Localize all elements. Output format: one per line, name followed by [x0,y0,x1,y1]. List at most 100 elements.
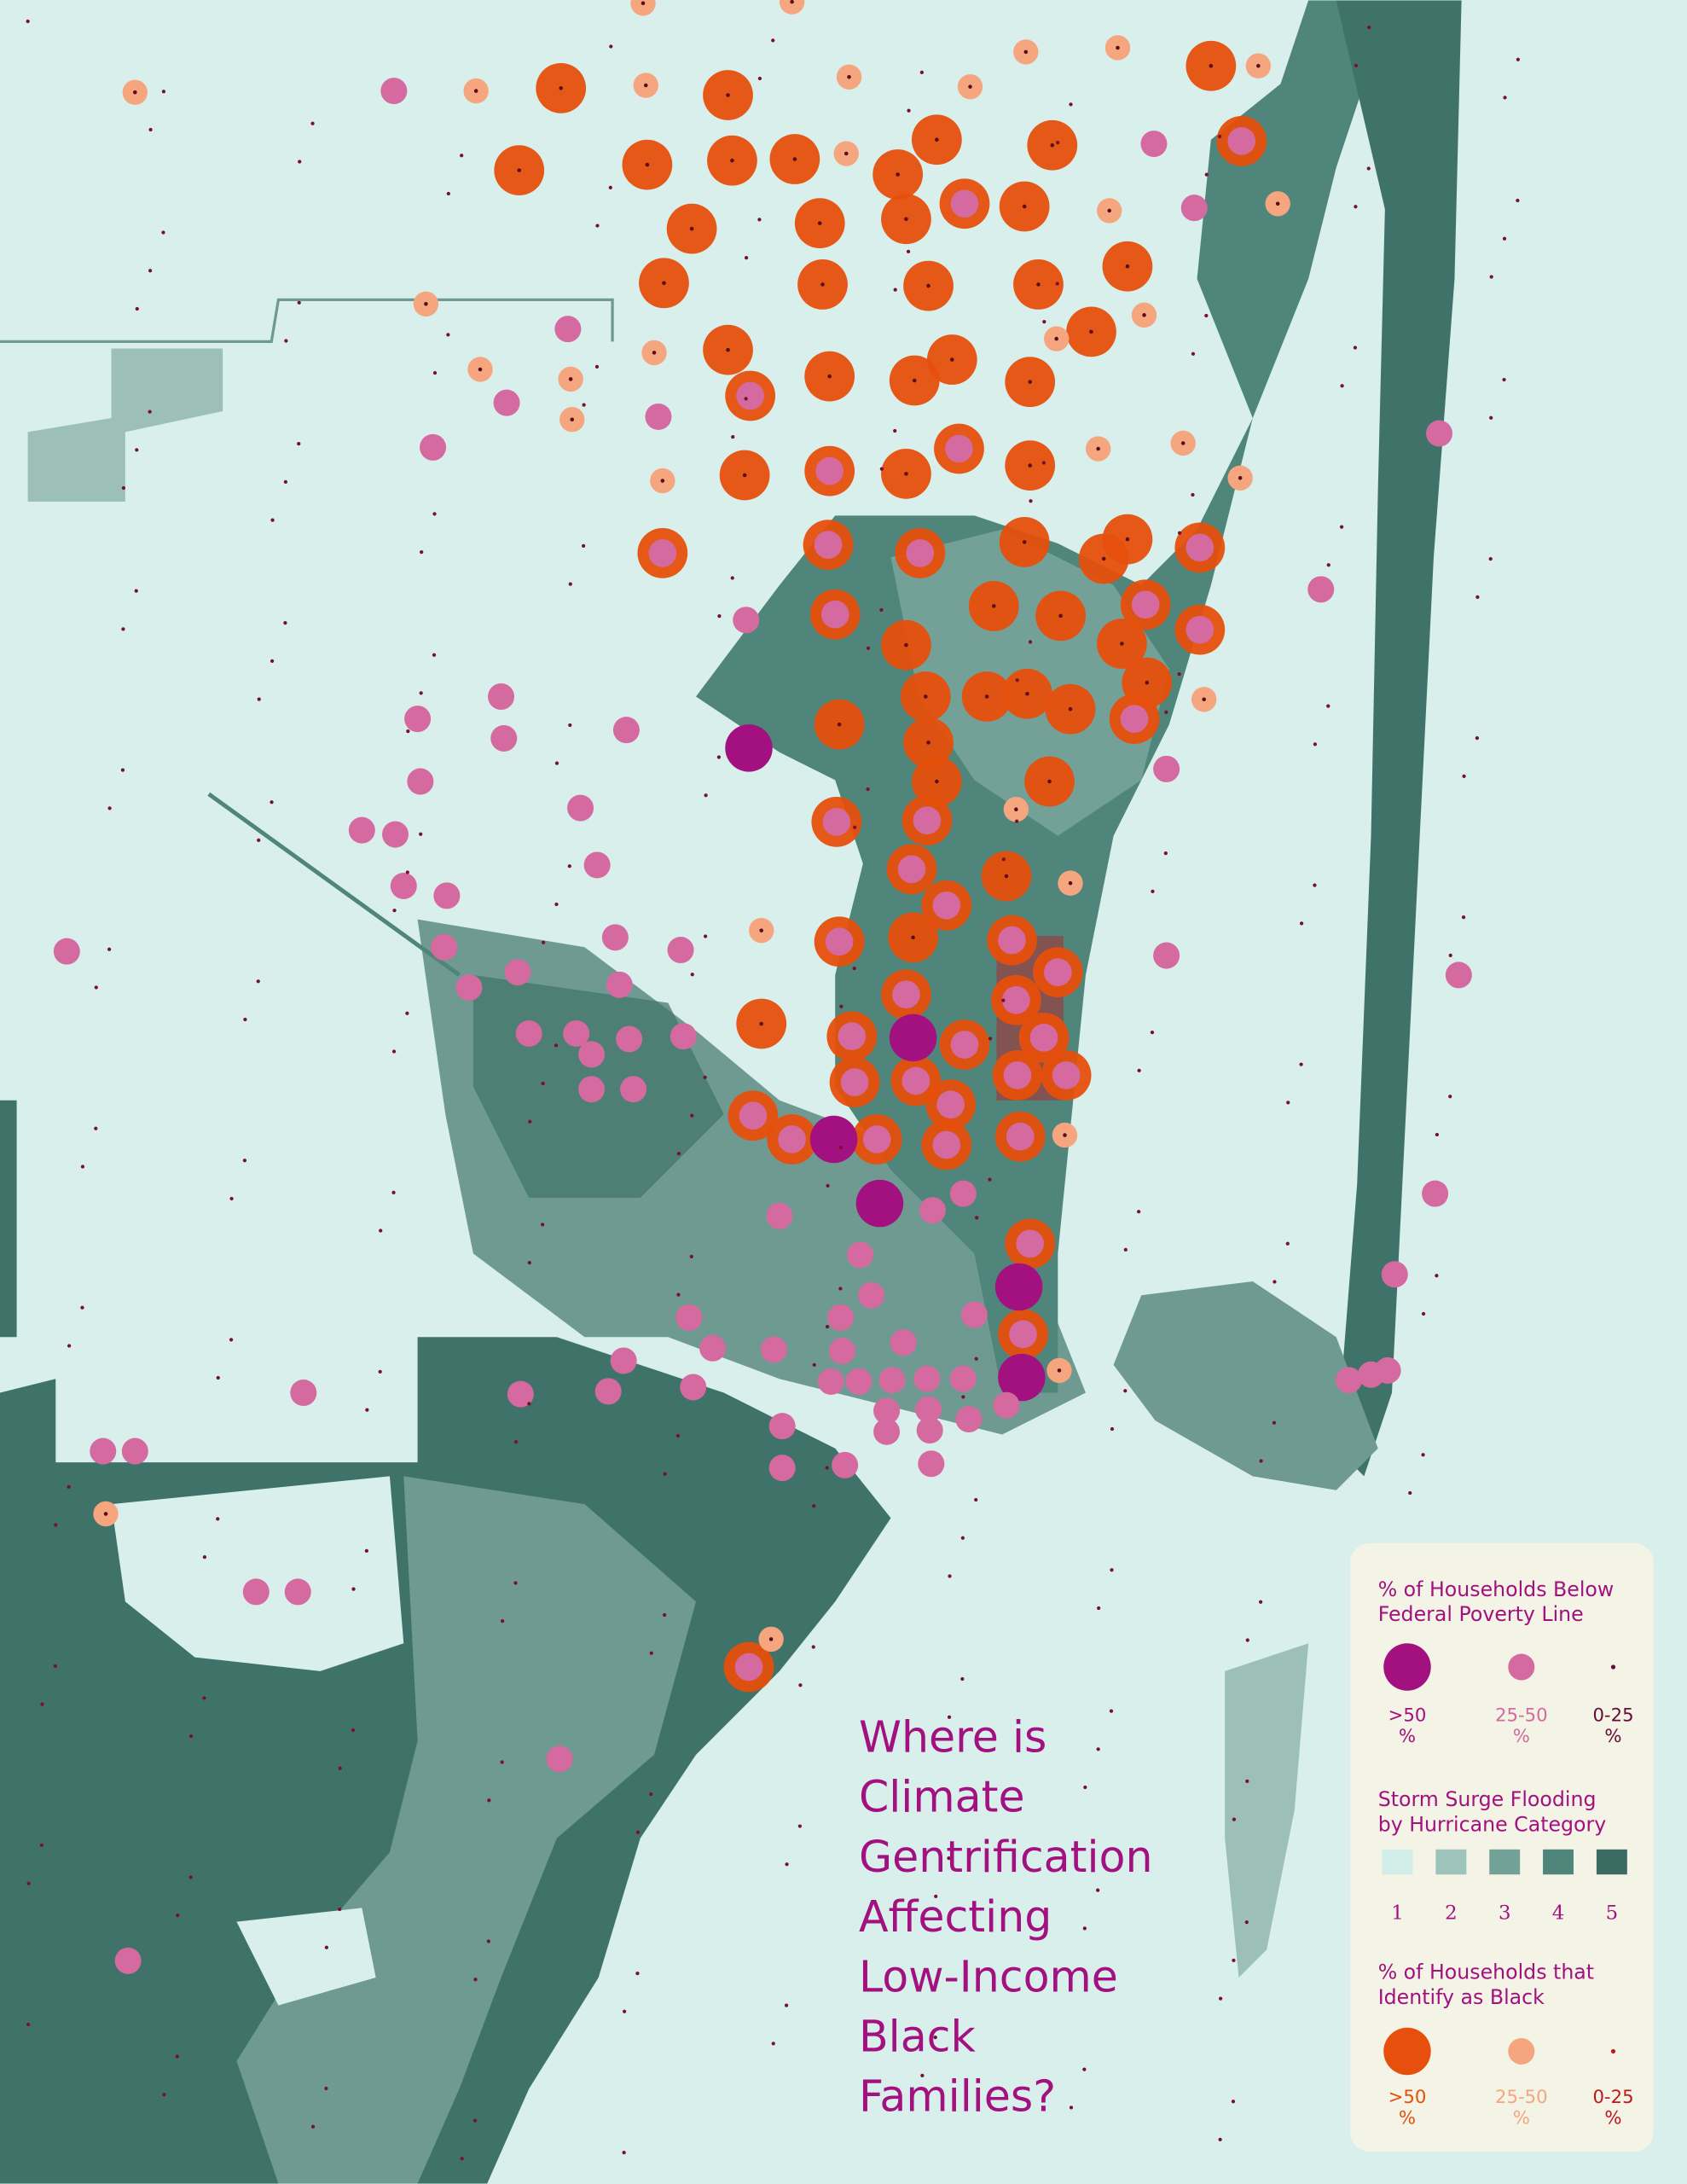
dot [1475,595,1480,599]
dot [541,1081,545,1086]
dot [948,1574,952,1578]
poverty-symbol [913,1365,941,1392]
poverty-symbol [648,539,677,567]
dot [229,1196,234,1201]
poverty-symbol [960,1301,988,1328]
dot [676,1292,681,1297]
dot [1245,1779,1249,1783]
poverty-symbol [809,1115,858,1164]
dot [121,485,126,491]
dot [1028,640,1033,644]
dot [53,1664,57,1669]
dot [961,1395,965,1399]
dot [133,90,137,95]
poverty-symbol [949,1365,977,1392]
poverty-symbol [955,1406,983,1433]
poverty-symbol [916,1417,943,1444]
dot [1097,1606,1101,1611]
dot [991,604,996,608]
dot [391,1190,396,1194]
dot [911,935,915,940]
dot [1272,1420,1277,1425]
dot [1286,1101,1290,1105]
dot [838,1287,843,1291]
dot [817,221,822,225]
dot [103,1512,108,1516]
dot [662,281,666,286]
poverty-symbol [1029,1024,1058,1052]
dot [297,300,301,305]
dot [1056,141,1060,145]
title-line: Low-Income [859,1951,1118,2001]
dot [703,1075,707,1079]
dot [1448,1095,1452,1099]
poverty-symbol [873,1418,901,1445]
poverty-symbol [407,768,434,795]
dot [950,357,954,362]
poverty-symbol [1425,420,1453,447]
dot [703,934,708,938]
legend-symbol [1383,2027,1431,2076]
dot [67,1344,72,1348]
poverty-symbol [998,1353,1046,1402]
dot [926,283,930,288]
dot [726,347,730,352]
dot [1096,1747,1100,1751]
poverty-symbol [932,1130,961,1159]
dot [879,467,884,471]
poverty-symbol [1186,615,1215,644]
legend-symbol [1508,2037,1535,2065]
dot [757,218,762,222]
dot [242,1159,247,1163]
poverty-symbol [1006,1122,1035,1151]
dot [39,1843,44,1848]
dot [542,940,546,944]
dot [517,168,522,172]
dot [216,1375,220,1380]
poverty-symbol [616,1025,643,1053]
dot [1218,134,1222,139]
dot [689,1254,693,1259]
dot [984,694,989,699]
poverty-symbol [675,1304,703,1331]
dot [568,723,572,728]
dot [391,1049,397,1054]
legend-label: 25-50 [1495,2087,1548,2108]
dot [541,1223,545,1227]
dot [1042,320,1046,324]
dot [392,909,397,913]
poverty-symbol [873,1397,901,1425]
dot [554,761,559,765]
legend-label: 4 [1552,1902,1565,1924]
dot [351,1587,356,1591]
poverty-symbol [1120,705,1149,733]
dot [1191,492,1195,497]
legend-label: % [1604,2107,1621,2129]
dot [717,614,722,619]
dot [896,172,900,177]
dot [837,722,842,727]
dot [595,224,600,228]
dot [812,1362,816,1367]
dot [1204,313,1209,318]
dot [570,417,575,422]
dot [527,1402,531,1406]
dot [256,979,260,984]
dot [1110,1426,1115,1432]
dot [757,76,762,81]
legend-swatch [1382,1849,1413,1875]
poverty-symbol [455,974,483,1002]
dot [852,966,856,971]
poverty-symbol [838,1022,867,1051]
dot [1218,2137,1222,2142]
dot [365,1408,369,1412]
dot [1340,384,1344,388]
dot [920,2073,925,2077]
poverty-symbol [906,539,935,567]
poverty-symbol [612,717,640,744]
dot [790,0,794,4]
dot [283,479,288,484]
dot [1353,346,1358,350]
dot [528,1119,532,1124]
dot [1421,1453,1425,1457]
